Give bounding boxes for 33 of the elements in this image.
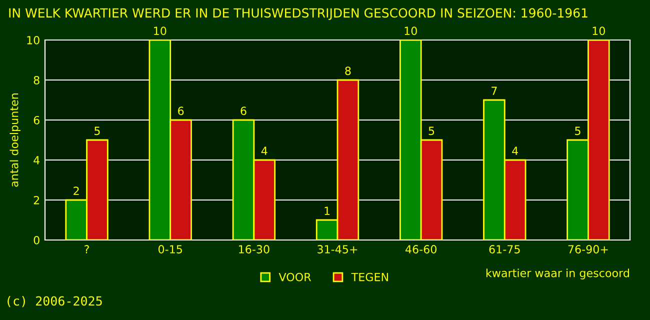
text: (c) 2006-2025	[8, 296, 102, 308]
data-label: 4	[261, 146, 268, 155]
y-tick-label: 2	[34, 196, 40, 204]
data-label: 10	[592, 26, 605, 36]
x-tick-label: 76-90+	[568, 245, 608, 254]
y-tick-label: 4	[34, 156, 40, 164]
y-tick-label: 6	[34, 116, 40, 124]
y-axis-title: antal doelpunten	[10, 94, 20, 187]
data-label: 2	[74, 186, 79, 195]
chart-title: IN WELK KWARTIER WERD ER IN DE THUISWEDSTRIJDEN GESCOORD IN SEIZOEN: 1960-1961	[9, 8, 588, 20]
legend-label: TEGEN	[351, 272, 388, 282]
x-tick-label: 46-60	[405, 245, 436, 254]
data-label: 5	[575, 126, 580, 136]
data-label: 7	[492, 86, 497, 95]
x-tick-label: 0-15	[158, 245, 182, 254]
y-tick-label: 8	[34, 76, 40, 84]
data-label: 4	[512, 146, 518, 155]
x-axis-title: kwartier waar in gescoord	[486, 268, 629, 280]
y-tick-label: 0	[34, 236, 40, 244]
x-tick-label: 16-30	[239, 245, 270, 254]
data-label: 1	[324, 206, 330, 215]
data-label: 10	[154, 26, 166, 36]
y-tick-label: 10	[27, 36, 40, 44]
x-tick-label: ?	[84, 245, 89, 254]
data-label: 6	[178, 106, 184, 116]
x-tick-label: 61-75	[489, 245, 520, 254]
data-label: 8	[345, 66, 351, 76]
x-tick-label: 31-45+	[318, 245, 358, 254]
data-label: 10	[404, 26, 417, 36]
data-label: 5	[428, 126, 434, 136]
data-label: 6	[240, 106, 246, 116]
data-label: 5	[94, 126, 100, 136]
legend-label: VOOR	[278, 272, 312, 282]
